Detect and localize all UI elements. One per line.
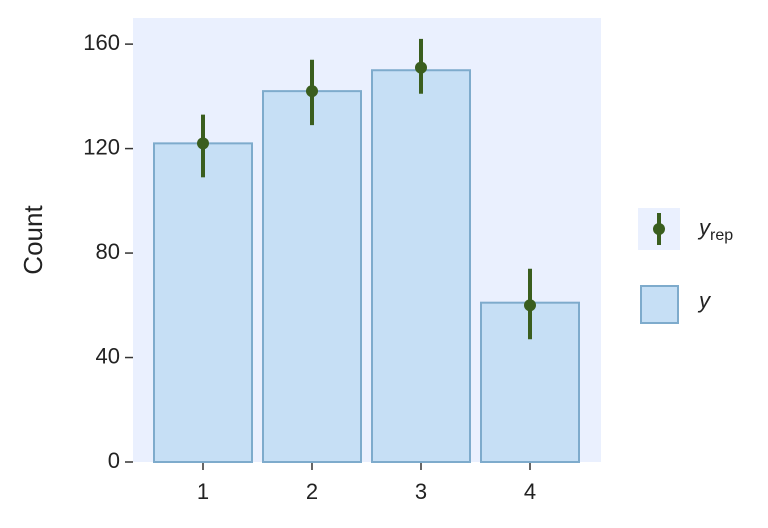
legend-swatch — [640, 285, 679, 324]
point — [415, 61, 427, 74]
bar — [371, 69, 471, 463]
point — [197, 137, 209, 150]
legend-label: yrep — [697, 215, 733, 244]
y-tick-label: 0 — [108, 448, 120, 473]
legend-label-main: y — [697, 215, 712, 240]
x-tick-label: 2 — [306, 479, 318, 504]
y-tick-label: 40 — [96, 343, 120, 368]
legend-point — [653, 223, 665, 235]
bar — [262, 90, 362, 463]
point — [306, 85, 318, 98]
x-tick-label: 1 — [197, 479, 209, 504]
y-tick-label: 120 — [83, 134, 120, 159]
x-tick-label: 3 — [415, 479, 427, 504]
point — [524, 299, 536, 312]
y-tick-label: 80 — [96, 239, 120, 264]
bar — [153, 142, 253, 463]
y-axis-label: Count — [18, 205, 48, 275]
legend-label-subscript: rep — [710, 227, 733, 244]
y-tick-label: 160 — [83, 30, 120, 55]
x-tick-label: 4 — [524, 479, 536, 504]
legend-label: y — [697, 288, 712, 313]
